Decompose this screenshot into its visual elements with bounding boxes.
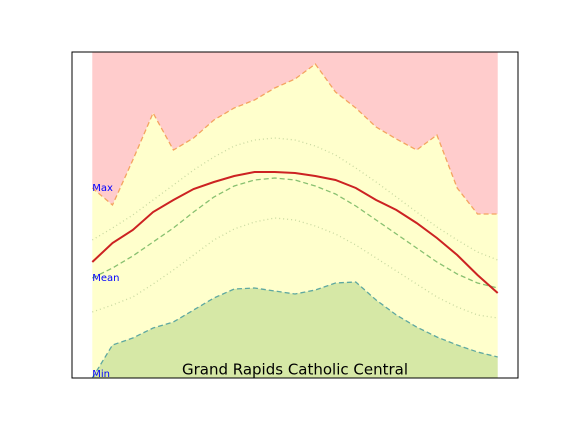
fill-below-min [92, 282, 498, 378]
frame [71, 51, 519, 379]
max-annotation: Max [92, 183, 113, 194]
fill-between [92, 64, 498, 378]
min-line [91, 281, 498, 379]
mean-annotation: Mean [92, 273, 119, 284]
chart-title: Grand Rapids Catholic Central [182, 361, 408, 379]
current-line [91, 171, 499, 294]
min-annotation: Min [92, 369, 110, 380]
plot-area [91, 52, 499, 379]
mean-line [92, 177, 498, 289]
fill-above-max [92, 52, 498, 214]
upper-line [91, 137, 498, 261]
